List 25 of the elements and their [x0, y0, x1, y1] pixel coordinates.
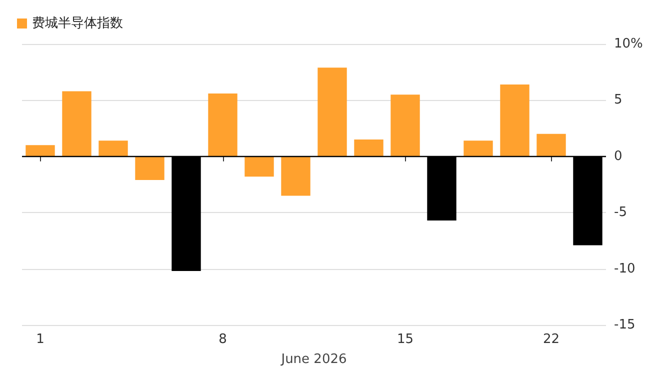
x-tick-label: 15	[396, 332, 414, 347]
bar	[281, 156, 310, 196]
bar	[135, 156, 164, 180]
bar	[244, 156, 274, 177]
bar	[318, 68, 347, 156]
bar	[536, 134, 566, 156]
y-tick-label: -5	[614, 205, 627, 220]
bar	[26, 145, 55, 156]
y-tick-label: 5	[614, 92, 622, 108]
legend-label: 费城半导体指数	[32, 16, 123, 31]
x-axis-title: June 2026	[280, 352, 347, 367]
bar	[62, 91, 92, 156]
x-tick-label: 8	[218, 332, 227, 347]
y-tick-label: -15	[614, 318, 636, 332]
y-tick-label: 0	[614, 148, 622, 164]
y-tick-label: 10%	[614, 36, 643, 52]
x-tick-label: 1	[36, 332, 44, 347]
bar	[98, 140, 128, 156]
bar	[500, 84, 530, 156]
y-tick-label: -10	[614, 261, 636, 276]
bar	[354, 140, 384, 156]
bar	[464, 140, 493, 156]
x-tick-label: 22	[542, 332, 560, 347]
bar	[208, 93, 238, 156]
bar	[390, 94, 420, 156]
